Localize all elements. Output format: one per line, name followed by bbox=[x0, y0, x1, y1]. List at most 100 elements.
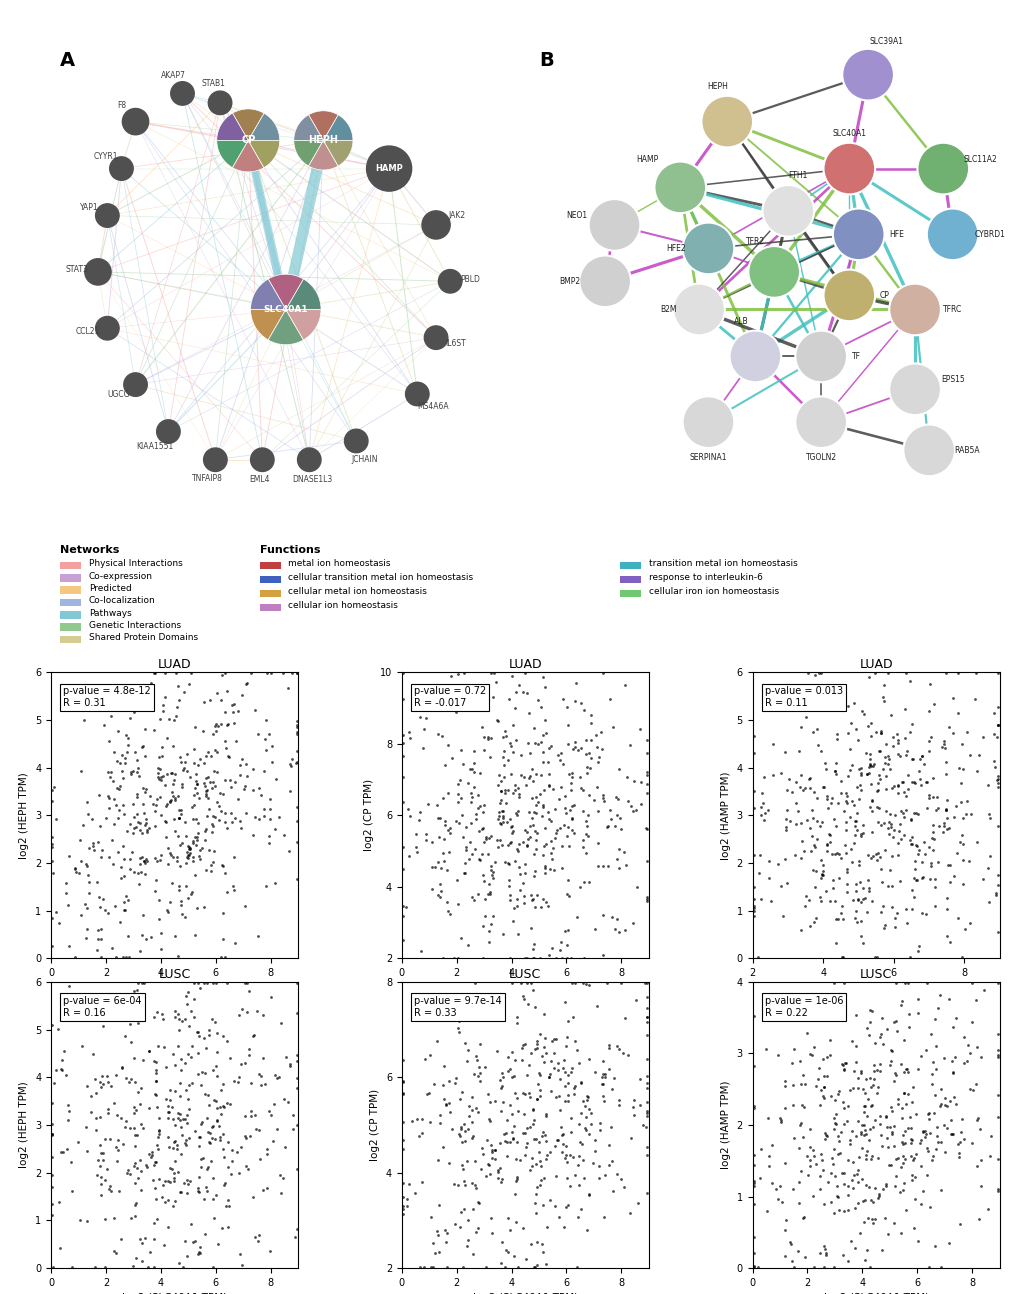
Point bbox=[849, 1192, 865, 1212]
Point bbox=[464, 1127, 480, 1148]
Point bbox=[785, 1074, 801, 1095]
Point bbox=[184, 809, 201, 829]
Point bbox=[164, 873, 180, 894]
Point bbox=[918, 797, 934, 818]
Point bbox=[852, 1122, 868, 1143]
Point bbox=[845, 795, 861, 815]
Point bbox=[143, 927, 159, 947]
Point bbox=[911, 1134, 927, 1154]
Point bbox=[247, 1227, 263, 1247]
Point bbox=[540, 775, 556, 796]
Point bbox=[170, 675, 186, 696]
Point bbox=[603, 1078, 620, 1099]
Point bbox=[625, 771, 641, 792]
Point bbox=[910, 761, 926, 782]
Point bbox=[186, 864, 203, 885]
Point bbox=[182, 1000, 199, 1021]
Point bbox=[556, 1091, 573, 1112]
Point bbox=[762, 892, 779, 912]
Point bbox=[171, 857, 187, 877]
Point bbox=[808, 787, 824, 807]
Point bbox=[209, 1042, 225, 1062]
Point bbox=[520, 828, 536, 849]
Point bbox=[953, 947, 969, 968]
Point bbox=[394, 1112, 411, 1132]
Point bbox=[542, 831, 558, 851]
Point bbox=[951, 1214, 967, 1234]
Point bbox=[828, 1126, 845, 1146]
Point bbox=[180, 1016, 197, 1036]
Point bbox=[414, 1172, 430, 1193]
Point bbox=[522, 1087, 538, 1108]
Point bbox=[44, 1178, 60, 1198]
Point bbox=[578, 811, 594, 832]
Point bbox=[160, 1101, 176, 1122]
Point bbox=[578, 744, 594, 765]
FancyBboxPatch shape bbox=[260, 562, 280, 569]
Point bbox=[113, 745, 129, 766]
Point bbox=[154, 1175, 170, 1196]
Point bbox=[162, 892, 178, 912]
Point bbox=[517, 1084, 533, 1105]
Point bbox=[178, 1112, 195, 1132]
Point bbox=[805, 782, 821, 802]
Point bbox=[168, 850, 184, 871]
Point bbox=[226, 807, 243, 828]
Point bbox=[822, 1086, 839, 1106]
Point bbox=[522, 1233, 538, 1254]
Point bbox=[394, 745, 411, 766]
Point bbox=[486, 851, 502, 872]
Point bbox=[504, 714, 521, 735]
Point bbox=[210, 1234, 226, 1255]
Point bbox=[185, 739, 202, 760]
Point bbox=[808, 735, 824, 756]
Point bbox=[528, 885, 544, 906]
Point bbox=[145, 1212, 161, 1233]
Point bbox=[412, 707, 428, 727]
Point bbox=[44, 1124, 60, 1145]
Point bbox=[449, 893, 466, 914]
Point bbox=[157, 775, 173, 796]
Point bbox=[911, 749, 927, 770]
Point bbox=[839, 858, 855, 879]
Point bbox=[938, 854, 955, 875]
Point bbox=[209, 741, 225, 762]
Point bbox=[213, 947, 229, 968]
Point bbox=[608, 908, 625, 929]
Point bbox=[904, 1077, 920, 1097]
Point bbox=[845, 833, 861, 854]
Point bbox=[852, 758, 868, 779]
Point bbox=[504, 741, 521, 762]
Point bbox=[837, 791, 853, 811]
Point bbox=[867, 844, 883, 864]
Point bbox=[639, 1024, 655, 1044]
Point bbox=[523, 890, 539, 911]
Point bbox=[860, 1025, 876, 1046]
Point bbox=[956, 919, 972, 939]
Point bbox=[128, 1249, 145, 1269]
Point bbox=[931, 1256, 948, 1277]
Point bbox=[860, 1000, 876, 1021]
Point bbox=[532, 696, 548, 717]
Point bbox=[945, 866, 961, 886]
Point bbox=[451, 1088, 468, 1109]
Point bbox=[903, 1165, 919, 1185]
Point bbox=[772, 1110, 789, 1131]
Point bbox=[868, 780, 884, 801]
Point bbox=[216, 1146, 232, 1167]
Point bbox=[409, 699, 425, 719]
Point bbox=[501, 1132, 518, 1153]
Point bbox=[113, 1057, 129, 1078]
Point bbox=[524, 1113, 540, 1134]
Point bbox=[161, 1101, 177, 1122]
Point bbox=[558, 1152, 575, 1172]
Point bbox=[517, 663, 533, 683]
Point bbox=[162, 792, 178, 813]
Point bbox=[534, 1233, 550, 1254]
Point bbox=[516, 862, 532, 883]
Point bbox=[113, 1108, 129, 1128]
Point bbox=[465, 762, 481, 783]
Point bbox=[117, 899, 133, 920]
Point bbox=[954, 760, 970, 780]
Point bbox=[44, 833, 60, 854]
